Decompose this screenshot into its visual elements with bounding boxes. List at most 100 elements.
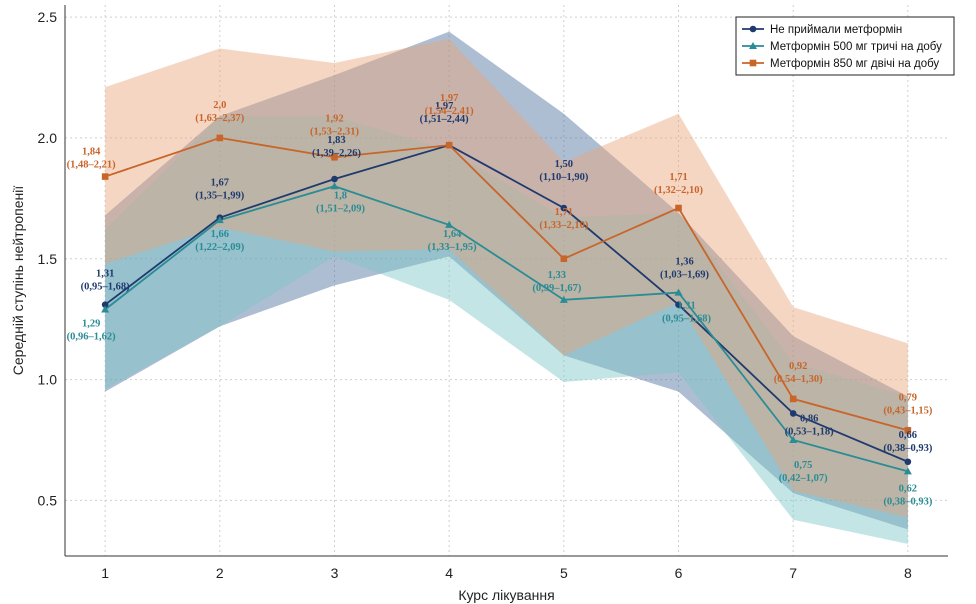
data-label-ci: (0,54–1,30) [774, 374, 823, 385]
data-label-value: 0,66 [899, 430, 917, 441]
data-point [330, 182, 339, 190]
y-tick-label: 2.0 [38, 130, 58, 146]
data-label-value: 1,83 [327, 135, 345, 146]
data-point [903, 467, 912, 475]
data-label-value: 0,79 [899, 392, 917, 403]
legend-label: Не приймали метформін [770, 24, 902, 36]
data-label-value: 1,71 [555, 207, 573, 218]
data-point [560, 204, 568, 212]
data-label-value: 1,67 [211, 178, 229, 189]
data-label-ci: (1,51–2,09) [316, 203, 365, 214]
data-label-ci: (1,63–2,37) [195, 113, 244, 124]
data-label-ci: (0,43–1,15) [883, 405, 932, 416]
data-label-value: 1,84 [82, 147, 101, 158]
x-tick-label: 4 [445, 565, 453, 581]
series-line-1 [104, 185, 909, 473]
confidence-bands [105, 31, 908, 544]
data-point [101, 173, 109, 180]
legend-swatch-marker [749, 42, 757, 49]
data-label-value: 1,31 [677, 301, 695, 312]
data-label-ci: (1,32–2,10) [654, 185, 703, 196]
legend-label: Метформін 850 мг двічі на добу [770, 58, 939, 70]
series-lines [104, 136, 909, 473]
data-label-ci: (0,96–1,62) [67, 332, 116, 343]
legend-swatch-marker [749, 59, 757, 67]
data-point [216, 134, 224, 142]
data-label-ci: (1,35–1,99) [195, 191, 244, 202]
data-label-ci: (0,38–0,93) [883, 443, 932, 454]
data-label-ci: (0,38–0,93) [883, 496, 932, 507]
data-point [675, 204, 682, 212]
legend-swatch-marker [749, 25, 757, 33]
data-label-value: 0,92 [789, 361, 807, 372]
x-tick-label: 2 [216, 565, 224, 581]
data-point [215, 216, 224, 224]
data-label-ci: (0,53–1,18) [785, 426, 834, 437]
tick-labels: 1 2 3 4 5 6 7 8 0.5 1.0 1.5 2.0 2.5 [38, 9, 912, 581]
data-label-ci: (1,33–1,95) [428, 242, 477, 253]
data-label-ci: (1,54–2,41) [425, 106, 474, 117]
data-label-value: 1,29 [82, 319, 100, 330]
x-tick-label: 1 [101, 565, 109, 581]
data-label-ci: (1,53–2,31) [310, 126, 359, 137]
data-label-ci: (0,95–1,68) [662, 314, 711, 325]
data-label-ci: (1,39–2,26) [312, 148, 361, 159]
data-label-value: 1,97 [435, 101, 453, 112]
data-point [789, 395, 797, 403]
data-label-ci: (1,51–2,44) [420, 114, 469, 125]
data-point [560, 255, 568, 263]
data-label-value: 1,50 [555, 159, 573, 170]
data-label-value: 0,75 [794, 460, 812, 471]
data-point [445, 220, 454, 228]
data-point [674, 288, 683, 296]
data-label-value: 1,33 [548, 270, 566, 281]
series-markers [101, 134, 912, 475]
data-point [789, 436, 798, 443]
data-label-value: 2,0 [213, 100, 226, 111]
legend-label: Метформін 500 мг тричі на добу [770, 41, 942, 53]
x-tick-label: 7 [789, 565, 797, 581]
legend: Не приймали метформін Метформін 500 мг тр… [735, 16, 955, 76]
y-axis-title: Середній ступінь нейтропенії [10, 186, 26, 376]
data-label-ci: (1,48–2,21) [67, 160, 116, 171]
x-axis-title: Курс лікування [458, 587, 554, 603]
data-point [445, 141, 453, 149]
data-point [101, 301, 109, 308]
data-label-value: 1,71 [669, 172, 687, 183]
data-label-ci: (1,22–2,09) [195, 242, 244, 253]
data-point [331, 153, 338, 161]
data-point [675, 301, 682, 308]
data-label-ci: (0,99–1,67) [532, 283, 581, 294]
ci-band-2 [105, 38, 908, 518]
series-line-0 [104, 144, 909, 463]
data-point [789, 410, 797, 417]
data-label-value: 1,8 [334, 190, 347, 201]
data-point [101, 305, 110, 313]
legend-box [735, 16, 955, 76]
y-tick-label: 1.5 [38, 251, 58, 267]
x-tick-label: 6 [675, 565, 683, 581]
data-point [904, 458, 912, 466]
data-label-value: 1,64 [443, 229, 462, 240]
axes [64, 5, 948, 557]
data-labels: 1,31 (0,95–1,68) 1,67 (1,35–1,99) 1,83 (1,39–… [67, 93, 933, 507]
x-tick-label: 8 [904, 565, 912, 581]
data-label-value: 1,31 [96, 269, 114, 280]
y-tick-label: 0.5 [38, 492, 58, 508]
ci-band-0 [105, 31, 908, 530]
data-label-value: 1,92 [325, 113, 343, 124]
data-label-ci: (0,42–1,07) [779, 473, 828, 484]
data-label-ci: (1,10–1,90) [539, 172, 588, 183]
data-point [904, 427, 912, 434]
series-line-2 [104, 136, 909, 432]
data-point [559, 295, 568, 303]
data-point [331, 175, 338, 183]
data-label-value: 1,97 [440, 93, 458, 104]
data-label-value: 0,62 [899, 483, 917, 494]
data-label-ci: (1,33–2,10) [539, 220, 588, 231]
x-tick-label: 5 [560, 565, 568, 581]
data-label-value: 1,36 [675, 257, 693, 268]
data-label-value: 0,86 [800, 413, 818, 424]
y-tick-label: 2.5 [38, 9, 58, 25]
